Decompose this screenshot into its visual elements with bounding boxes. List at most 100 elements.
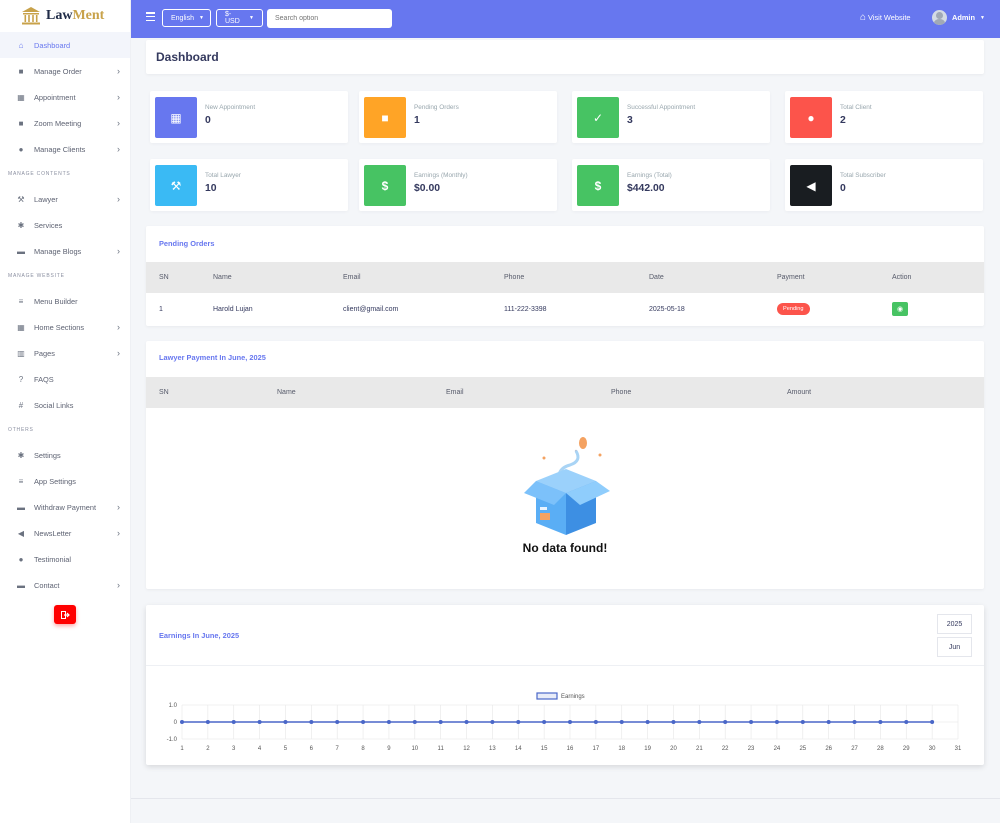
- sidebar-item-withdraw-payment[interactable]: ▬ Withdraw Payment ›: [0, 494, 130, 520]
- pending-orders-title: Pending Orders: [159, 239, 215, 248]
- visit-website-link[interactable]: ⌂ Visit Website: [860, 12, 911, 23]
- chevron-right-icon: ›: [117, 528, 120, 538]
- user-menu[interactable]: Admin ▼: [932, 10, 985, 25]
- brand-name-part1: Law: [46, 8, 73, 23]
- column-header: Phone: [611, 377, 787, 408]
- caret-down-icon: ▼: [249, 15, 254, 21]
- column-header: Phone: [504, 262, 649, 293]
- sidebar-item-newsletter[interactable]: ◀ NewsLetter ›: [0, 520, 130, 546]
- earnings-card: Earnings In June, 2025 2025 Jun 1.0 0 -1.0…: [146, 605, 984, 765]
- sidebar-item-pages[interactable]: ▥ Pages ›: [0, 340, 130, 366]
- avatar: [932, 10, 947, 25]
- search-input[interactable]: [267, 9, 392, 28]
- language-dropdown[interactable]: English ▼: [162, 9, 211, 27]
- cell-date: 2025-05-18: [649, 305, 685, 313]
- sidebar-item-dashboard[interactable]: ⌂ Dashboard: [0, 32, 130, 58]
- calendar-check-icon: ✓: [577, 97, 619, 138]
- sidebar-item-appointment[interactable]: ▦ Appointment ›: [0, 84, 130, 110]
- caret-down-icon: ▼: [980, 14, 985, 21]
- dollar-icon: $: [577, 165, 619, 206]
- column-header: Name: [213, 262, 343, 293]
- hamburger-menu-icon[interactable]: [146, 12, 155, 21]
- chevron-right-icon: ›: [117, 66, 120, 76]
- user-icon: ●: [790, 97, 832, 138]
- dollar-icon: $: [364, 165, 406, 206]
- table-body: 1 Harold Lujan client@gmail.com 111-222-339…: [146, 293, 984, 325]
- y-tick-label: -1.0: [167, 737, 178, 743]
- sidebar-item-label: Testimonial: [34, 554, 71, 564]
- stat-value: 3: [627, 115, 633, 126]
- x-tick-label: 1: [180, 746, 184, 752]
- sidebar-item-label: Social Links: [34, 400, 74, 410]
- x-tick-label: 17: [593, 746, 600, 752]
- stat-card: ◀ Total Subscriber 0: [785, 159, 983, 211]
- data-point: [723, 720, 728, 724]
- newspaper-icon: ▬: [17, 246, 25, 256]
- view-button[interactable]: ◉: [892, 302, 908, 316]
- earnings-title: Earnings In June, 2025: [159, 631, 240, 640]
- data-point: [542, 720, 547, 724]
- sidebar-item-social-links[interactable]: # Social Links: [0, 392, 130, 418]
- language-value: English: [171, 14, 194, 22]
- sidebar-item-manage-clients[interactable]: ● Manage Clients ›: [0, 136, 130, 162]
- gavel-icon: ⚒: [17, 194, 25, 204]
- chevron-right-icon: ›: [117, 194, 120, 204]
- x-tick-label: 27: [851, 746, 858, 752]
- data-point: [180, 720, 184, 724]
- gavel-icon: ⚒: [155, 165, 197, 206]
- column-header: SN: [146, 262, 213, 293]
- y-tick-label: 1.0: [169, 703, 178, 709]
- logout-button[interactable]: [54, 605, 76, 624]
- column-header: Email: [343, 262, 504, 293]
- data-point: [205, 720, 210, 724]
- stat-card: ▦ New Appointment 0: [150, 91, 348, 143]
- chevron-right-icon: ›: [117, 580, 120, 590]
- data-point: [361, 720, 366, 724]
- sidebar-item-label: Manage Blogs: [34, 246, 82, 256]
- x-tick-label: 29: [903, 746, 910, 752]
- sidebar-item-lawyer[interactable]: ⚒ Lawyer ›: [0, 186, 130, 212]
- sidebar-item-testimonial[interactable]: ● Testimonial: [0, 546, 130, 572]
- sidebar-item-zoom-meeting[interactable]: ■ Zoom Meeting ›: [0, 110, 130, 136]
- stat-card: ✓ Successful Appointment 3: [572, 91, 770, 143]
- data-point: [749, 720, 754, 724]
- column-header: Date: [649, 262, 777, 293]
- brand-logo[interactable]: LawMent: [0, 0, 130, 32]
- sidebar-item-settings[interactable]: ✱ Settings: [0, 442, 130, 468]
- visit-website-label: Visit Website: [868, 13, 911, 22]
- stat-label: Total Client: [840, 104, 872, 111]
- chevron-right-icon: ›: [117, 322, 120, 332]
- brand-name-part2: Ment: [72, 8, 105, 23]
- sidebar-item-label: Lawyer: [34, 194, 58, 204]
- data-point: [593, 720, 598, 724]
- sidebar-item-menu-builder[interactable]: ≡ Menu Builder: [0, 288, 130, 314]
- year-select[interactable]: 2025: [937, 614, 972, 634]
- sidebar-item-services[interactable]: ✱ Services: [0, 212, 130, 238]
- lawyer-payment-card: Lawyer Payment In June, 2025 SN Name Email…: [146, 341, 984, 589]
- stat-value: 0: [205, 115, 211, 126]
- sidebar-item-label: Zoom Meeting: [34, 118, 82, 128]
- sidebar-item-home-sections[interactable]: ▦ Home Sections ›: [0, 314, 130, 340]
- x-tick-label: 8: [361, 746, 365, 752]
- chevron-right-icon: ›: [117, 144, 120, 154]
- stat-card: $ Earnings (Total) $442.00: [572, 159, 770, 211]
- currency-dropdown[interactable]: $-USD ▼: [216, 9, 263, 27]
- pending-orders-table: SN Name Email Phone Date Payment Action 1 Harol…: [146, 262, 984, 325]
- sidebar-item-manage-blogs[interactable]: ▬ Manage Blogs ›: [0, 238, 130, 264]
- stat-card: $ Earnings (Monthly) $0.00: [359, 159, 557, 211]
- home-icon: ⌂: [18, 40, 24, 50]
- stat-value: 1: [414, 115, 420, 126]
- month-select[interactable]: Jun: [937, 637, 972, 657]
- table-header-row: SN Name Email Phone Amount: [146, 377, 984, 408]
- comment-icon: ●: [18, 554, 24, 564]
- column-header: Name: [277, 377, 446, 408]
- data-point: [490, 720, 495, 724]
- megaphone-icon: ◀: [17, 528, 25, 538]
- x-tick-label: 9: [387, 746, 391, 752]
- sidebar-item-faqs[interactable]: ? FAQS: [0, 366, 130, 392]
- sidebar-item-manage-order[interactable]: ■ Manage Order ›: [0, 58, 130, 84]
- sidebar-item-contact[interactable]: ▬ Contact ›: [0, 572, 130, 598]
- stat-label: Earnings (Total): [627, 172, 672, 179]
- lawyer-payment-table: SN Name Email Phone Amount: [146, 377, 984, 408]
- sidebar-item-app-settings[interactable]: ≡ App Settings: [0, 468, 130, 494]
